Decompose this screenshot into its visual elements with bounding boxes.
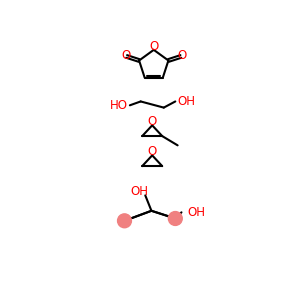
Text: O: O <box>148 115 157 128</box>
Text: OH: OH <box>188 206 206 219</box>
Circle shape <box>118 214 131 228</box>
Text: OH: OH <box>130 185 148 198</box>
Text: HO: HO <box>110 99 128 112</box>
Text: O: O <box>121 49 130 62</box>
Circle shape <box>168 212 182 225</box>
Text: O: O <box>177 49 186 62</box>
Text: O: O <box>149 40 158 53</box>
Text: OH: OH <box>177 95 195 108</box>
Text: O: O <box>148 145 157 158</box>
